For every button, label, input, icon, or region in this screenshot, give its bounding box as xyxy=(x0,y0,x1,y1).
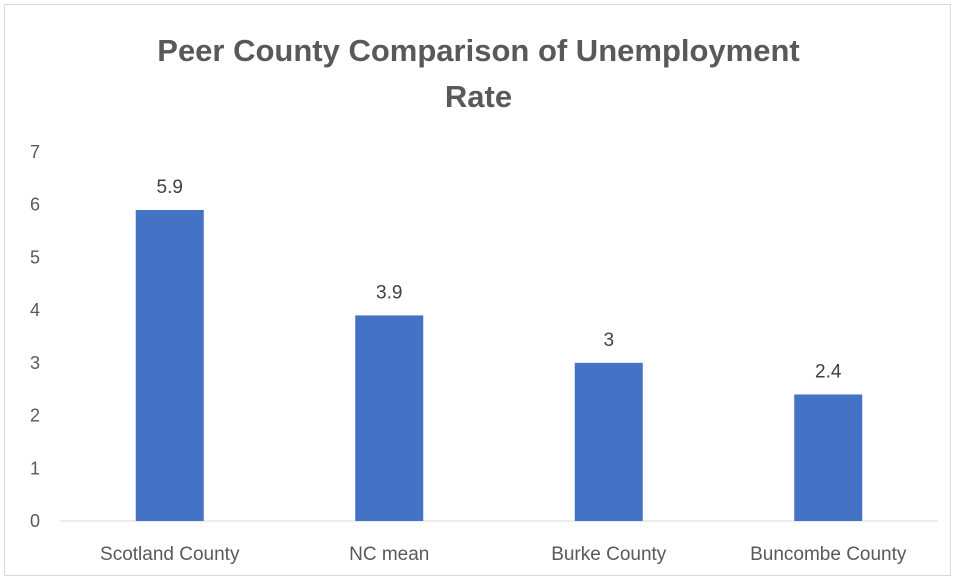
y-tick-label: 0 xyxy=(30,511,40,531)
chart-title: Peer County Comparison of Unemployment R… xyxy=(0,28,957,120)
data-labels: 5.9 3.9 3 2.4 xyxy=(157,177,842,383)
category-labels: Scotland County NC mean Burke County Buncom… xyxy=(100,544,907,565)
y-tick-label: 7 xyxy=(30,142,40,162)
category-label: NC mean xyxy=(349,544,429,565)
chart-title-line-1: Peer County Comparison of Unemployment xyxy=(157,33,800,68)
y-axis-ticks: 0 1 2 3 4 5 6 7 xyxy=(30,142,40,531)
data-label: 5.9 xyxy=(157,177,183,198)
bar xyxy=(135,209,204,521)
category-label: Scotland County xyxy=(100,544,240,565)
y-tick-label: 6 xyxy=(30,195,40,215)
bar xyxy=(794,394,863,521)
y-tick-label: 5 xyxy=(30,247,40,267)
bars xyxy=(135,209,863,521)
data-label: 2.4 xyxy=(815,361,842,382)
y-tick-label: 2 xyxy=(30,406,40,426)
bar xyxy=(355,315,424,521)
data-label: 3 xyxy=(603,330,614,351)
y-tick-label: 1 xyxy=(30,458,40,478)
chart-title-line-2: Rate xyxy=(444,79,513,114)
bar xyxy=(574,362,643,521)
category-label: Buncombe County xyxy=(750,544,907,565)
y-tick-label: 3 xyxy=(30,353,40,373)
data-label: 3.9 xyxy=(376,282,402,303)
category-label: Burke County xyxy=(551,544,667,565)
y-tick-label: 4 xyxy=(30,300,40,320)
